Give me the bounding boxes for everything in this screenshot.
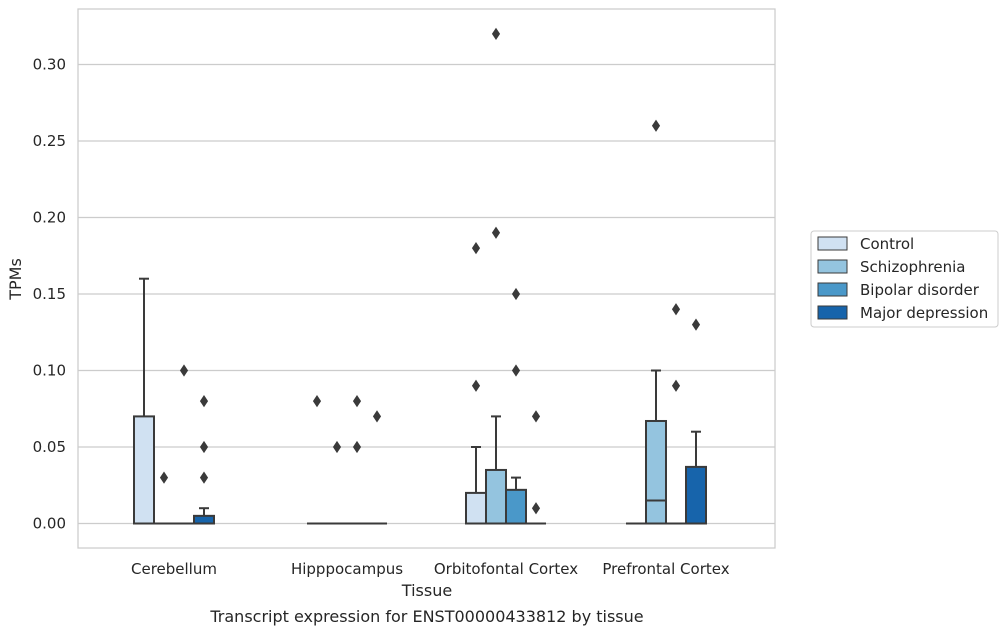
outlier-point	[352, 394, 362, 408]
y-tick-label: 0.30	[33, 56, 66, 74]
legend-frame	[810, 230, 999, 328]
box-1-0	[307, 394, 327, 525]
box-3-3	[685, 318, 707, 525]
outlier-point	[651, 119, 661, 132]
outlier-point	[159, 471, 169, 484]
y-tick-label: 0.00	[33, 515, 66, 533]
outlier-point	[471, 379, 481, 392]
box-3-2	[666, 303, 686, 525]
outlier-point	[531, 502, 541, 515]
x-tick-labels: Cerebellum Hipppocampus Orbitofontal Corte…	[131, 560, 730, 578]
plot-frame	[77, 8, 776, 549]
legend-label: Bipolar disorder	[860, 281, 980, 299]
y-tick-label: 0.25	[33, 132, 66, 150]
box-0-0	[133, 277, 155, 525]
box-0-1	[154, 471, 174, 525]
box-2-2	[505, 287, 527, 525]
outlier-point	[352, 440, 362, 454]
legend: Control Schizophrenia Bipolar disorder Majo…	[810, 230, 999, 328]
legend-swatch	[817, 282, 848, 297]
box-body	[193, 514, 215, 525]
outlier-point	[511, 364, 521, 377]
y-tick-label: 0.20	[33, 209, 66, 227]
x-tick-label: Orbitofontal Cortex	[434, 560, 578, 578]
legend-label: Major depression	[860, 304, 988, 322]
box-1-3	[367, 410, 387, 525]
y-axis-label: TPMs	[6, 258, 25, 301]
boxes-layer	[133, 27, 707, 525]
box-body	[133, 415, 155, 525]
box-body	[465, 491, 487, 525]
legend-label: Control	[860, 235, 914, 253]
outlier-point	[312, 394, 322, 408]
box-1-2	[347, 394, 367, 525]
x-axis-label: Tissue	[401, 581, 452, 600]
legend-swatch	[817, 305, 848, 320]
legend-swatch	[817, 259, 848, 274]
box-0-3	[193, 394, 215, 525]
outlier-point	[671, 379, 681, 392]
outlier-point	[199, 440, 209, 454]
x-tick-label: Prefrontal Cortex	[602, 560, 729, 578]
outlier-point	[491, 27, 501, 41]
outlier-point	[691, 318, 701, 331]
box-3-1	[645, 119, 667, 525]
box-0-2	[174, 364, 194, 525]
box-body	[685, 465, 707, 525]
box-2-0	[465, 241, 487, 525]
outlier-point	[179, 364, 189, 377]
legend-label: Schizophrenia	[860, 258, 965, 276]
outlier-point	[372, 410, 382, 423]
y-tick-label: 0.15	[33, 285, 66, 303]
outlier-point	[491, 226, 501, 239]
legend-swatch	[817, 236, 848, 251]
x-tick-label: Cerebellum	[131, 560, 217, 578]
outlier-point	[332, 440, 342, 454]
outlier-point	[199, 471, 209, 484]
box-2-3	[526, 410, 546, 525]
box-1-1	[327, 440, 347, 525]
outlier-point	[471, 241, 481, 255]
outlier-point	[671, 303, 681, 316]
y-tick-label: 0.10	[33, 362, 66, 380]
outlier-point	[199, 394, 209, 408]
y-tick-labels: 0.00 0.05 0.10 0.15 0.20 0.25 0.30	[33, 56, 66, 533]
y-tick-label: 0.05	[33, 438, 66, 456]
box-body	[505, 488, 527, 525]
box-body	[485, 468, 507, 525]
outlier-point	[531, 410, 541, 423]
box-body	[645, 419, 667, 525]
x-tick-label: Hipppocampus	[291, 560, 403, 578]
grid-lines	[78, 63, 775, 525]
outlier-point	[511, 287, 521, 301]
chart-caption: Transcript expression for ENST0000043381…	[209, 607, 643, 626]
box-2-1	[485, 27, 507, 525]
